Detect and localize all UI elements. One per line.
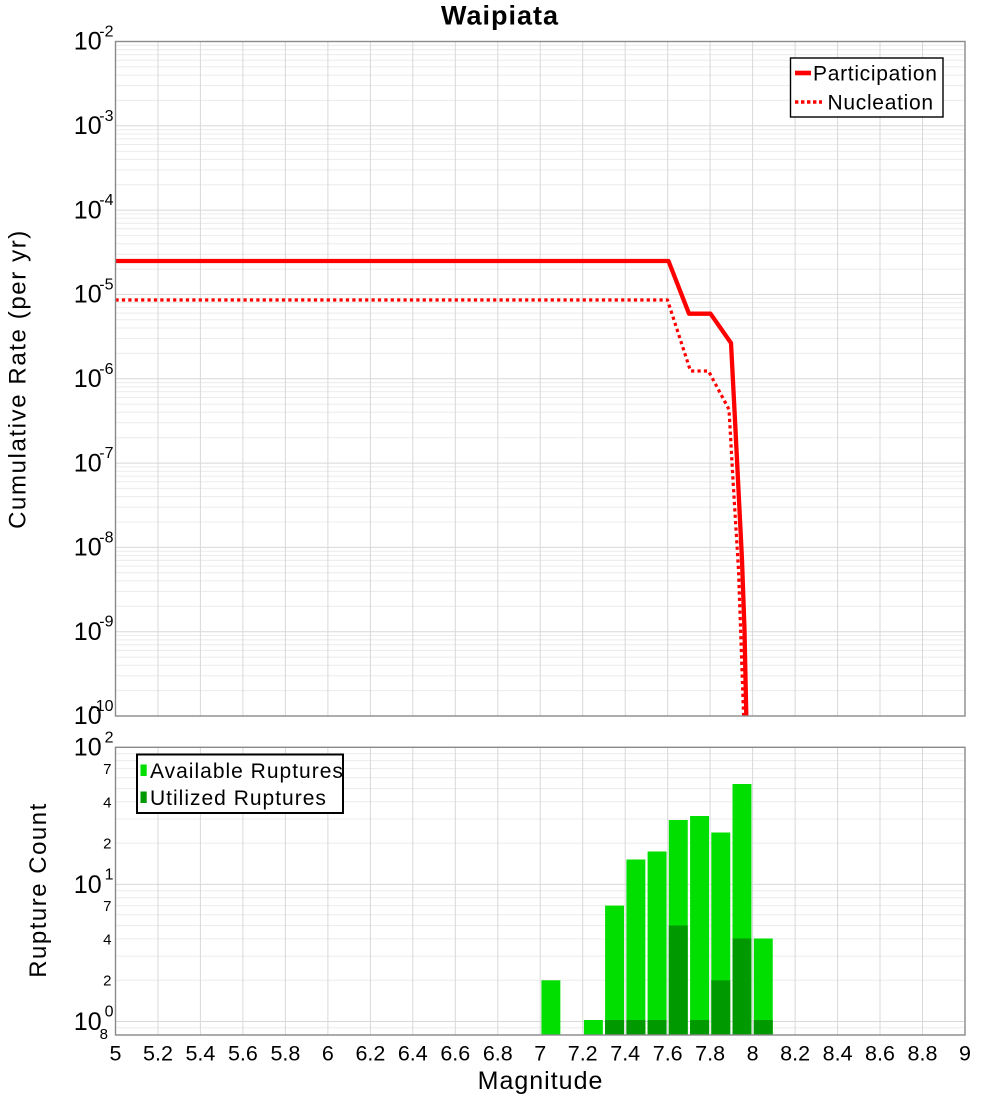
svg-text:4: 4: [103, 794, 111, 811]
svg-text:4: 4: [103, 931, 111, 948]
svg-text:9: 9: [959, 1041, 971, 1065]
svg-text:1: 1: [105, 867, 114, 884]
svg-text:7: 7: [534, 1041, 546, 1065]
svg-text:0: 0: [105, 1004, 114, 1021]
svg-text:10: 10: [74, 702, 102, 730]
svg-text:-4: -4: [99, 192, 113, 209]
svg-text:-6: -6: [99, 361, 113, 378]
svg-text:8.6: 8.6: [865, 1041, 895, 1065]
svg-text:7.4: 7.4: [610, 1041, 640, 1065]
svg-text:Utilized Ruptures: Utilized Ruptures: [150, 787, 327, 810]
svg-text:10: 10: [74, 449, 102, 477]
svg-text:Cumulative Rate (per yr): Cumulative Rate (per yr): [5, 229, 32, 529]
svg-text:Magnitude: Magnitude: [478, 1067, 604, 1095]
svg-text:-10: -10: [90, 698, 113, 715]
svg-text:7.8: 7.8: [695, 1041, 725, 1065]
svg-text:-8: -8: [99, 529, 113, 546]
svg-text:10: 10: [74, 28, 102, 56]
svg-text:5.6: 5.6: [228, 1041, 258, 1065]
svg-text:7.2: 7.2: [568, 1041, 598, 1065]
svg-text:Participation: Participation: [813, 63, 938, 86]
svg-text:7: 7: [103, 761, 111, 778]
svg-text:10: 10: [74, 365, 102, 393]
svg-text:8.8: 8.8: [908, 1041, 938, 1065]
svg-text:-9: -9: [99, 614, 113, 631]
svg-text:2: 2: [103, 973, 111, 990]
svg-text:Rupture Count: Rupture Count: [25, 802, 52, 978]
svg-text:10: 10: [74, 618, 102, 646]
svg-text:10: 10: [74, 534, 102, 562]
svg-text:6: 6: [322, 1041, 334, 1065]
svg-text:8: 8: [100, 1026, 108, 1043]
svg-text:5.4: 5.4: [185, 1041, 215, 1065]
svg-text:10: 10: [74, 281, 102, 309]
svg-text:10: 10: [74, 871, 102, 899]
svg-text:Available Ruptures: Available Ruptures: [150, 760, 344, 783]
svg-text:6.6: 6.6: [440, 1041, 470, 1065]
svg-text:-3: -3: [99, 108, 113, 125]
svg-text:10: 10: [74, 196, 102, 224]
svg-text:2: 2: [103, 836, 111, 853]
svg-text:Nucleation: Nucleation: [828, 92, 934, 115]
svg-text:5.2: 5.2: [143, 1041, 173, 1065]
svg-text:-7: -7: [99, 445, 113, 462]
svg-text:8.2: 8.2: [780, 1041, 810, 1065]
svg-text:6.4: 6.4: [398, 1041, 428, 1065]
svg-text:10: 10: [74, 112, 102, 140]
svg-text:Waipiata: Waipiata: [441, 1, 559, 31]
svg-text:7: 7: [103, 898, 111, 915]
svg-text:-5: -5: [99, 276, 113, 293]
svg-text:2: 2: [105, 730, 114, 747]
svg-text:6.2: 6.2: [355, 1041, 385, 1065]
svg-text:-2: -2: [99, 24, 113, 41]
svg-text:5.8: 5.8: [270, 1041, 300, 1065]
svg-text:8.4: 8.4: [823, 1041, 853, 1065]
svg-text:7.6: 7.6: [653, 1041, 683, 1065]
svg-text:10: 10: [74, 734, 102, 762]
svg-text:8: 8: [747, 1041, 759, 1065]
svg-text:6.8: 6.8: [483, 1041, 513, 1065]
svg-text:5: 5: [110, 1041, 122, 1065]
svg-text:10: 10: [74, 1008, 102, 1036]
